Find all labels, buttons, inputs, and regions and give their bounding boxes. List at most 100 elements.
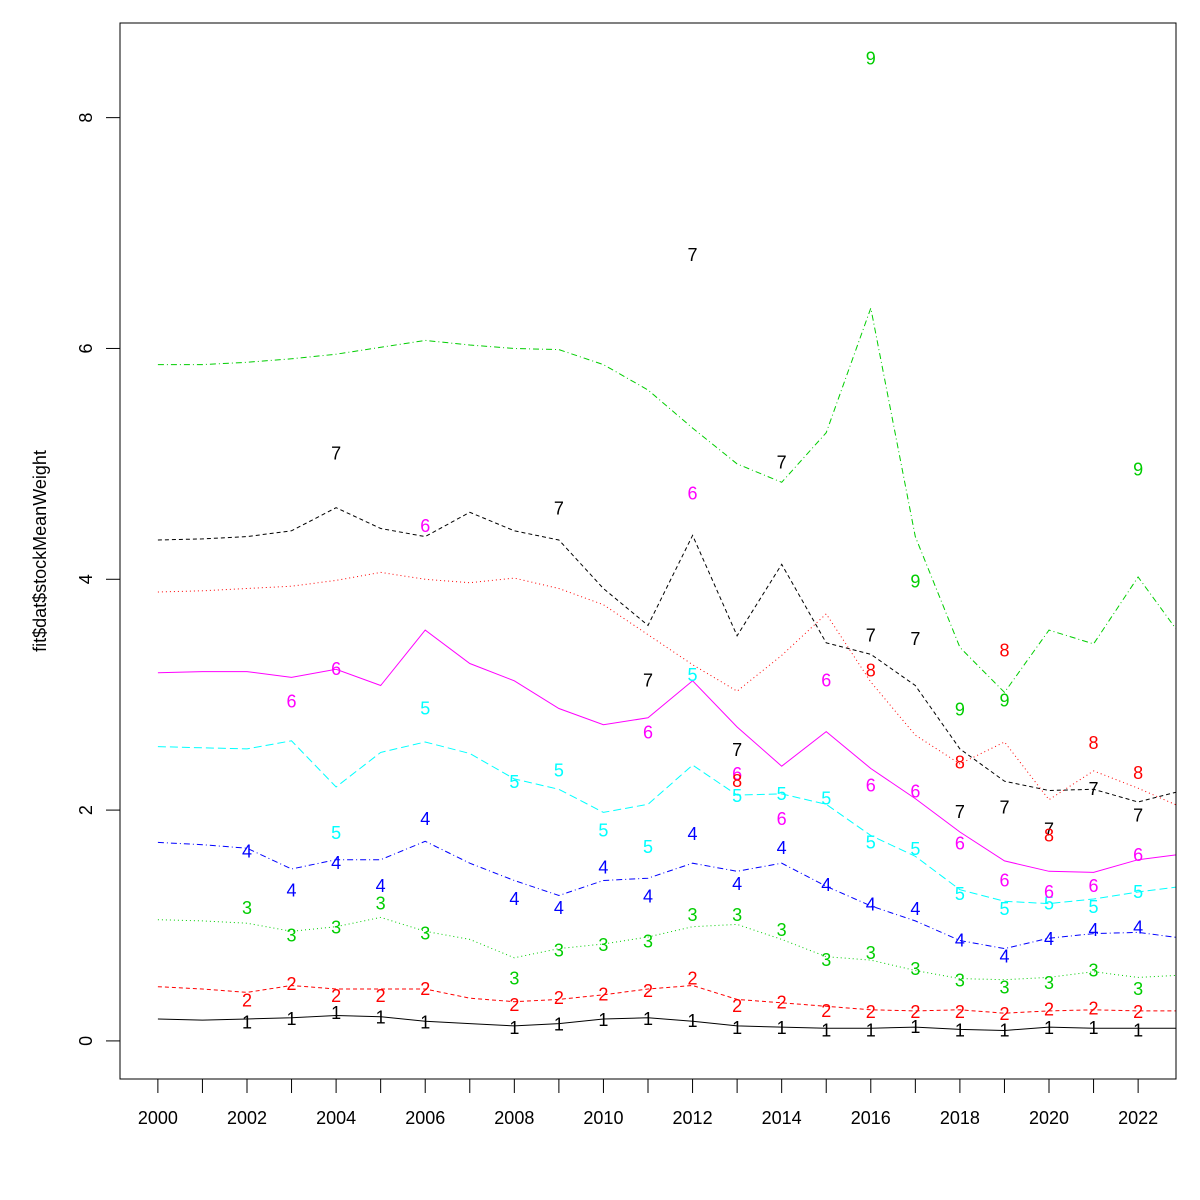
observation-age-1: 1: [955, 1020, 965, 1040]
observation-age-5: 5: [1044, 893, 1054, 913]
observation-age-2: 2: [554, 988, 564, 1008]
observation-age-5: 5: [331, 823, 341, 843]
observation-age-6: 6: [866, 776, 876, 796]
observation-age-4: 4: [999, 947, 1009, 967]
observation-age-3: 3: [242, 898, 252, 918]
observation-age-3: 3: [1089, 960, 1099, 980]
observation-age-3: 3: [376, 893, 386, 913]
observation-age-1: 1: [910, 1017, 920, 1037]
observation-age-7: 7: [777, 453, 787, 473]
observation-age-4: 4: [688, 824, 698, 844]
observation-age-4: 4: [1133, 918, 1143, 938]
observation-age-1: 1: [554, 1015, 564, 1035]
observation-age-4: 4: [866, 895, 876, 915]
observation-age-4: 4: [554, 898, 564, 918]
y-tick-label: 2: [76, 805, 96, 815]
observation-age-7: 7: [955, 802, 965, 822]
observation-age-8: 8: [1089, 733, 1099, 753]
observation-age-1: 1: [866, 1020, 876, 1040]
observation-age-2: 2: [331, 986, 341, 1006]
observation-age-1: 1: [242, 1012, 252, 1032]
observation-age-2: 2: [376, 986, 386, 1006]
observation-age-6: 6: [732, 764, 742, 784]
x-tick-label: 2010: [583, 1108, 623, 1128]
observation-age-2: 2: [688, 968, 698, 988]
observation-age-7: 7: [999, 798, 1009, 818]
observation-age-3: 3: [777, 920, 787, 940]
observation-age-8: 8: [999, 641, 1009, 661]
observation-age-5: 5: [910, 839, 920, 859]
y-tick-label: 4: [76, 574, 96, 584]
y-tick-label: 0: [76, 1036, 96, 1046]
observation-age-3: 3: [821, 950, 831, 970]
observation-age-3: 3: [999, 978, 1009, 998]
observation-age-9: 9: [910, 571, 920, 591]
observation-age-3: 3: [287, 926, 297, 946]
observation-age-2: 2: [1089, 998, 1099, 1018]
y-tick-label: 8: [76, 113, 96, 123]
observation-age-4: 4: [331, 853, 341, 873]
observation-age-5: 5: [999, 899, 1009, 919]
series-line-age-1: [157, 1014, 1176, 1032]
observation-age-3: 3: [643, 932, 653, 952]
y-tick-label: 6: [76, 343, 96, 353]
series-line-age-7: [157, 507, 1176, 803]
observation-age-3: 3: [420, 923, 430, 943]
observation-age-9: 9: [866, 49, 876, 69]
observation-age-1: 1: [732, 1018, 742, 1038]
observation-age-3: 3: [598, 935, 608, 955]
observation-age-2: 2: [242, 990, 252, 1010]
observation-age-6: 6: [643, 723, 653, 743]
observation-age-3: 3: [331, 918, 341, 938]
observation-age-7: 7: [732, 740, 742, 760]
observation-age-6: 6: [1044, 882, 1054, 902]
observation-age-5: 5: [1133, 882, 1143, 902]
observation-age-2: 2: [821, 1001, 831, 1021]
series-lines: [157, 306, 1176, 1032]
x-tick-label: 2018: [940, 1108, 980, 1128]
series-line-age-8: [157, 571, 1176, 806]
observation-age-8: 8: [1133, 763, 1143, 783]
observation-age-5: 5: [420, 698, 430, 718]
observation-age-1: 1: [1044, 1018, 1054, 1038]
x-tick-label: 2008: [494, 1108, 534, 1128]
observation-age-8: 8: [1044, 825, 1054, 845]
observation-age-1: 1: [1089, 1018, 1099, 1038]
observation-age-4: 4: [1089, 920, 1099, 940]
observation-age-6: 6: [910, 781, 920, 801]
observation-age-5: 5: [821, 788, 831, 808]
observation-age-1: 1: [598, 1010, 608, 1030]
observation-age-3: 3: [866, 943, 876, 963]
observation-age-1: 1: [287, 1009, 297, 1029]
observation-age-5: 5: [866, 832, 876, 852]
x-tick-label: 2006: [405, 1108, 445, 1128]
observation-age-6: 6: [777, 809, 787, 829]
observation-age-4: 4: [1044, 929, 1054, 949]
observation-age-4: 4: [777, 838, 787, 858]
observation-age-7: 7: [1133, 806, 1143, 826]
observation-age-2: 2: [1044, 1000, 1054, 1020]
observation-age-5: 5: [955, 884, 965, 904]
observation-age-6: 6: [1089, 876, 1099, 896]
series-line-age-5: [157, 740, 1176, 905]
observation-age-1: 1: [509, 1018, 519, 1038]
observation-age-5: 5: [688, 665, 698, 685]
observation-age-5: 5: [554, 761, 564, 781]
observation-age-2: 2: [643, 981, 653, 1001]
observation-age-6: 6: [331, 659, 341, 679]
observation-age-4: 4: [420, 809, 430, 829]
observation-age-3: 3: [554, 941, 564, 961]
observation-age-3: 3: [955, 971, 965, 991]
observation-age-1: 1: [643, 1009, 653, 1029]
observation-age-6: 6: [1133, 845, 1143, 865]
observation-age-2: 2: [732, 996, 742, 1016]
observation-age-8: 8: [732, 771, 742, 791]
observation-age-7: 7: [1089, 779, 1099, 799]
observation-age-2: 2: [287, 974, 297, 994]
observation-age-2: 2: [1133, 1002, 1143, 1022]
observation-age-4: 4: [821, 875, 831, 895]
y-axis-title: fit$dat$stockMeanWeight: [30, 450, 50, 652]
observation-age-4: 4: [598, 858, 608, 878]
